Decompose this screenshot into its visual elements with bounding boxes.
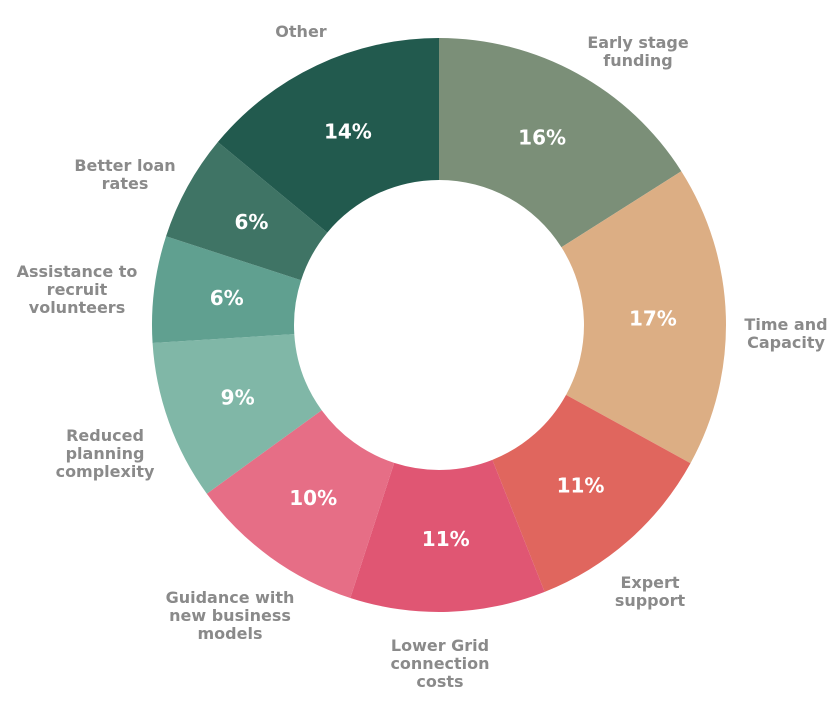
slice-category-label: Assistance to recruit volunteers [17,262,138,317]
slice-category-label: Lower Grid connection costs [390,636,489,691]
slice-value-label: 11% [557,474,605,498]
donut-slice [152,236,302,344]
slice-value-label: 16% [518,125,566,149]
donut-slice [439,38,682,248]
donut-slice [492,394,691,592]
slice-value-label: 17% [629,306,677,330]
slice-category-label: Reduced planning complexity [56,426,155,481]
slice-value-label: 10% [289,486,337,510]
slice-value-label: 11% [422,527,470,551]
donut-slice [217,38,439,233]
slice-category-label: Guidance with new business models [166,588,295,643]
donut-slice [152,334,322,494]
slice-category-label: Better loan rates [74,156,175,193]
slice-value-label: 6% [234,210,268,234]
slice-category-label: Time and Capacity [744,315,827,352]
donut-slice [206,410,395,598]
slice-category-label: Other [275,22,326,41]
slice-value-label: 14% [324,119,372,143]
slice-value-label: 6% [210,286,244,310]
donut-hole [295,181,583,469]
slice-value-label: 9% [221,385,255,409]
donut-slice [166,142,328,281]
donut-slice [350,459,545,612]
slice-category-label: Expert support [615,573,686,610]
slice-category-label: Early stage funding [587,33,689,70]
donut-slice [561,171,726,464]
